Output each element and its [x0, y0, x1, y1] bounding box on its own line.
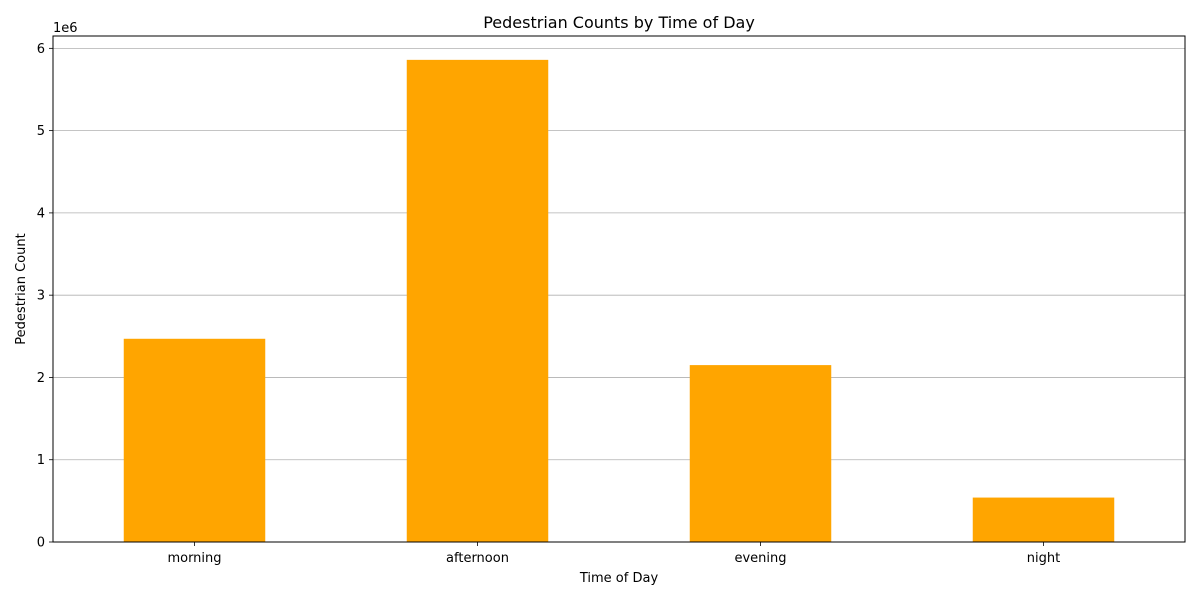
y-tick-label: 3 — [37, 289, 45, 304]
y-tick-label: 0 — [37, 536, 45, 551]
y-offset-text: 1e6 — [53, 21, 78, 36]
chart-title: Pedestrian Counts by Time of Day — [483, 13, 755, 32]
x-tick-label: evening — [734, 551, 786, 566]
bar — [406, 59, 549, 542]
x-axis-label: Time of Day — [579, 571, 659, 586]
y-axis-label: Pedestrian Count — [14, 233, 29, 344]
bar — [689, 365, 832, 542]
axes — [52, 35, 1186, 543]
x-tick-label: night — [1027, 551, 1060, 566]
y-tick-label: 6 — [37, 42, 45, 57]
y-ticks: 0 1 2 3 4 5 6 — [37, 42, 53, 551]
plot-frame — [52, 35, 1186, 543]
bars — [123, 59, 1115, 542]
bar — [123, 338, 266, 542]
y-tick-label: 2 — [37, 371, 45, 386]
y-tick-label: 5 — [37, 124, 45, 139]
x-tick-label: morning — [167, 551, 221, 566]
bar — [972, 497, 1115, 542]
y-tick-label: 1 — [37, 453, 45, 468]
x-ticks: morning afternoon evening night — [167, 542, 1060, 566]
x-tick-label: afternoon — [446, 551, 509, 566]
y-tick-label: 4 — [37, 206, 45, 221]
